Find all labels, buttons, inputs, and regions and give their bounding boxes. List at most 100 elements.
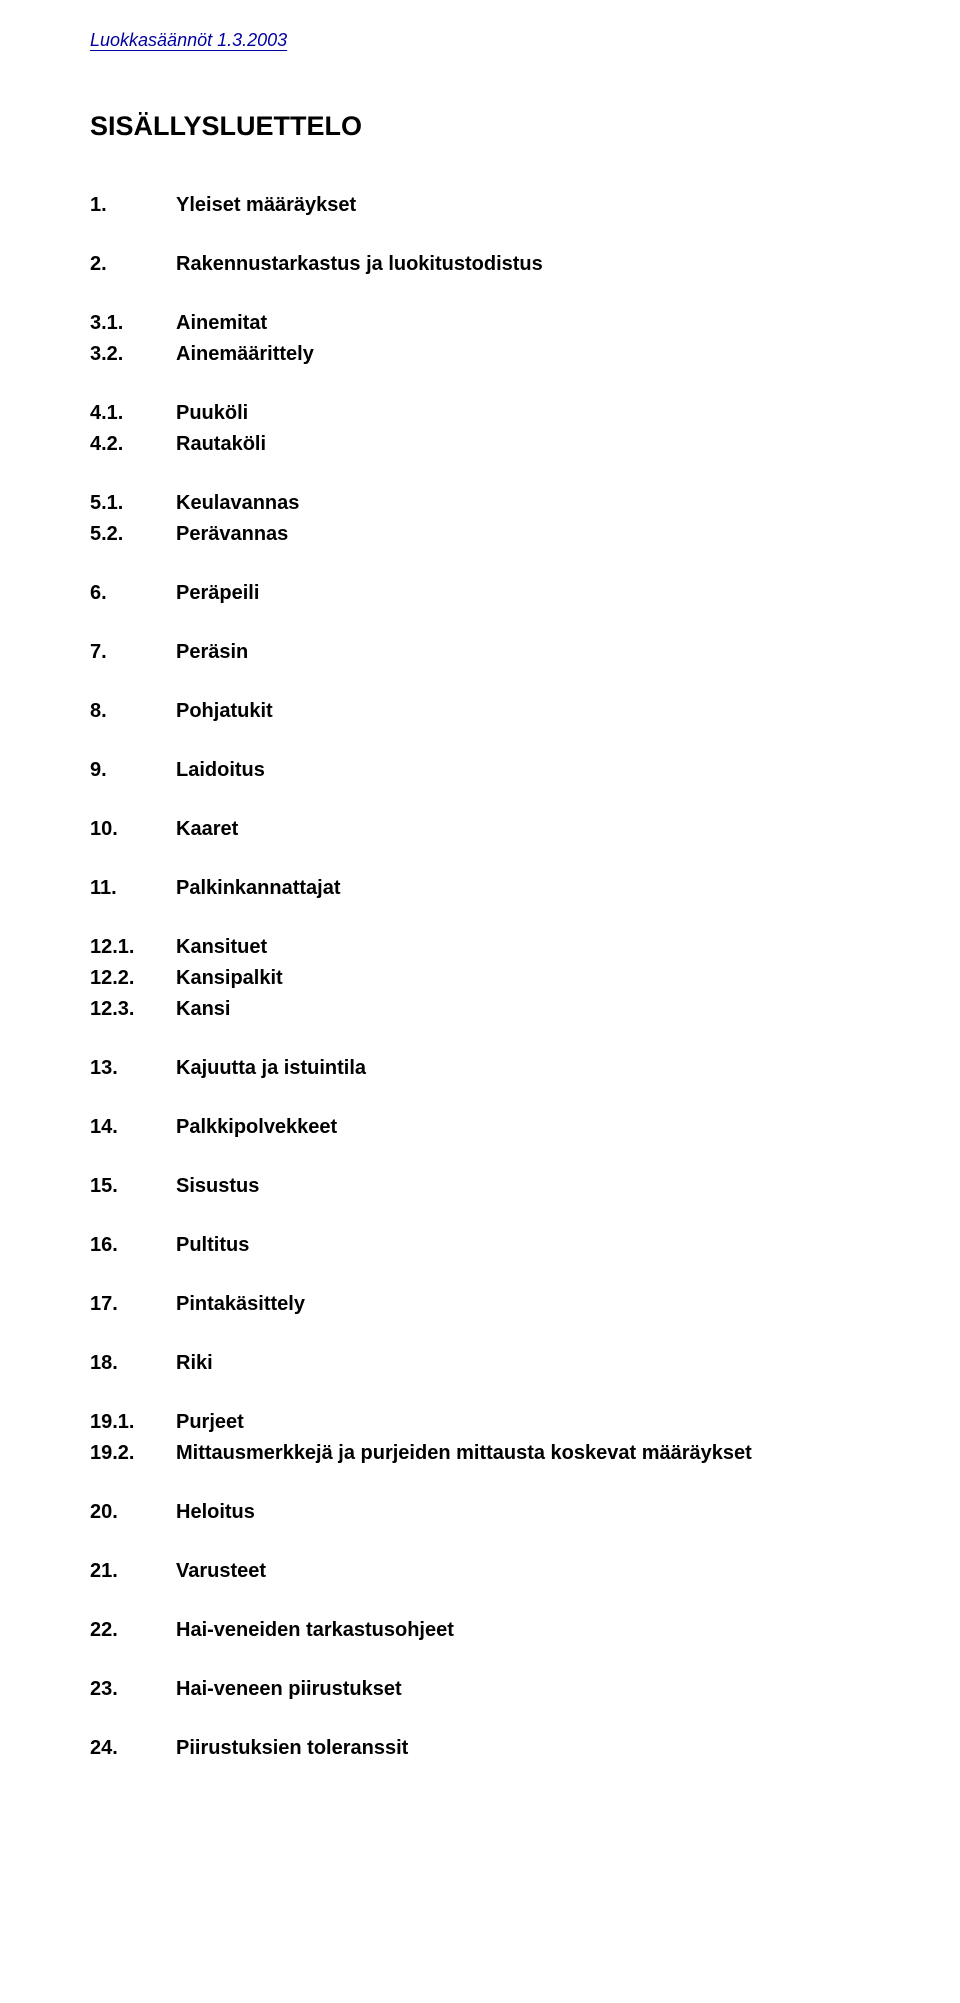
toc-number: 12.2. <box>90 963 176 994</box>
toc-number: 19.1. <box>90 1407 176 1438</box>
toc-number: 6. <box>90 578 176 609</box>
toc-number: 12.1. <box>90 932 176 963</box>
toc-number: 5.2. <box>90 519 176 550</box>
toc-number: 1. <box>90 190 176 221</box>
toc-label: Ainemäärittely <box>176 339 870 370</box>
toc-row: 19.2.Mittausmerkkejä ja purjeiden mittau… <box>90 1438 870 1469</box>
toc-label: Hai-veneiden tarkastusohjeet <box>176 1615 870 1646</box>
toc-row: 1.Yleiset määräykset <box>90 190 870 221</box>
toc-label: Kajuutta ja istuintila <box>176 1053 870 1084</box>
table-of-contents: 1.Yleiset määräykset2.Rakennustarkastus … <box>90 190 870 1764</box>
toc-row: 14. Palkkipolvekkeet <box>90 1112 870 1143</box>
toc-label: Palkkipolvekkeet <box>176 1112 870 1143</box>
toc-row: 15. Sisustus <box>90 1171 870 1202</box>
toc-number: 18. <box>90 1348 176 1379</box>
page-title: SISÄLLYSLUETTELO <box>90 111 870 142</box>
toc-label: Kansi <box>176 994 870 1025</box>
toc-label: Piirustuksien toleranssit <box>176 1733 870 1764</box>
toc-row: 5.1.Keulavannas <box>90 488 870 519</box>
toc-group-gap <box>90 609 870 637</box>
toc-number: 10. <box>90 814 176 845</box>
toc-row: 2.Rakennustarkastus ja luokitustodistus <box>90 249 870 280</box>
toc-number: 13. <box>90 1053 176 1084</box>
toc-number: 22. <box>90 1615 176 1646</box>
toc-row: 6.Peräpeili <box>90 578 870 609</box>
toc-row: 13. Kajuutta ja istuintila <box>90 1053 870 1084</box>
toc-group-gap <box>90 1261 870 1289</box>
toc-number: 12.3. <box>90 994 176 1025</box>
toc-label: Yleiset määräykset <box>176 190 870 221</box>
toc-number: 11. <box>90 873 176 904</box>
toc-label: Ainemitat <box>176 308 870 339</box>
toc-number: 5.1. <box>90 488 176 519</box>
toc-row: 23.Hai-veneen piirustukset <box>90 1674 870 1705</box>
toc-number: 20. <box>90 1497 176 1528</box>
toc-label: Varusteet <box>176 1556 870 1587</box>
toc-label: Rakennustarkastus ja luokitustodistus <box>176 249 870 280</box>
toc-number: 9. <box>90 755 176 786</box>
toc-number: 16. <box>90 1230 176 1261</box>
toc-group-gap <box>90 460 870 488</box>
toc-group-gap <box>90 1528 870 1556</box>
toc-row: 10.Kaaret <box>90 814 870 845</box>
toc-row: 3.1.Ainemitat <box>90 308 870 339</box>
toc-row: 20.Heloitus <box>90 1497 870 1528</box>
toc-row: 11.Palkinkannattajat <box>90 873 870 904</box>
toc-row: 22.Hai-veneiden tarkastusohjeet <box>90 1615 870 1646</box>
toc-group-gap <box>90 1025 870 1053</box>
toc-label: Keulavannas <box>176 488 870 519</box>
toc-row: 12.3.Kansi <box>90 994 870 1025</box>
toc-number: 3.1. <box>90 308 176 339</box>
toc-group-gap <box>90 1320 870 1348</box>
toc-label: Pohjatukit <box>176 696 870 727</box>
toc-row: 12.1.Kansituet <box>90 932 870 963</box>
document-header: Luokkasäännöt 1.3.2003 <box>90 30 870 51</box>
toc-group-gap <box>90 904 870 932</box>
toc-label: Sisustus <box>176 1171 870 1202</box>
toc-number: 19.2. <box>90 1438 176 1469</box>
toc-group-gap <box>90 280 870 308</box>
toc-number: 21. <box>90 1556 176 1587</box>
toc-row: 9.Laidoitus <box>90 755 870 786</box>
toc-group-gap <box>90 668 870 696</box>
toc-row: 7.Peräsin <box>90 637 870 668</box>
toc-label: Pintakäsittely <box>176 1289 870 1320</box>
toc-group-gap <box>90 370 870 398</box>
toc-number: 15. <box>90 1171 176 1202</box>
toc-number: 24. <box>90 1733 176 1764</box>
toc-row: 24.Piirustuksien toleranssit <box>90 1733 870 1764</box>
toc-number: 17. <box>90 1289 176 1320</box>
toc-label: Perävannas <box>176 519 870 550</box>
toc-label: Puuköli <box>176 398 870 429</box>
toc-group-gap <box>90 1084 870 1112</box>
toc-group-gap <box>90 1469 870 1497</box>
toc-label: Hai-veneen piirustukset <box>176 1674 870 1705</box>
toc-label: Kaaret <box>176 814 870 845</box>
toc-number: 4.2. <box>90 429 176 460</box>
toc-row: 18.Riki <box>90 1348 870 1379</box>
toc-row: 19.1.Purjeet <box>90 1407 870 1438</box>
toc-row: 17.Pintakäsittely <box>90 1289 870 1320</box>
toc-group-gap <box>90 550 870 578</box>
toc-label: Rautaköli <box>176 429 870 460</box>
toc-label: Palkinkannattajat <box>176 873 870 904</box>
toc-number: 3.2. <box>90 339 176 370</box>
toc-group-gap <box>90 221 870 249</box>
toc-number: 23. <box>90 1674 176 1705</box>
toc-number: 4.1. <box>90 398 176 429</box>
toc-label: Kansituet <box>176 932 870 963</box>
toc-label: Heloitus <box>176 1497 870 1528</box>
toc-group-gap <box>90 1705 870 1733</box>
toc-label: Pultitus <box>176 1230 870 1261</box>
toc-group-gap <box>90 1646 870 1674</box>
toc-row: 8.Pohjatukit <box>90 696 870 727</box>
toc-label: Peräsin <box>176 637 870 668</box>
toc-label: Purjeet <box>176 1407 870 1438</box>
toc-group-gap <box>90 1379 870 1407</box>
toc-number: 14. <box>90 1112 176 1143</box>
toc-group-gap <box>90 1143 870 1171</box>
toc-row: 4.1.Puuköli <box>90 398 870 429</box>
toc-label: Peräpeili <box>176 578 870 609</box>
toc-number: 2. <box>90 249 176 280</box>
toc-row: 12.2.Kansipalkit <box>90 963 870 994</box>
